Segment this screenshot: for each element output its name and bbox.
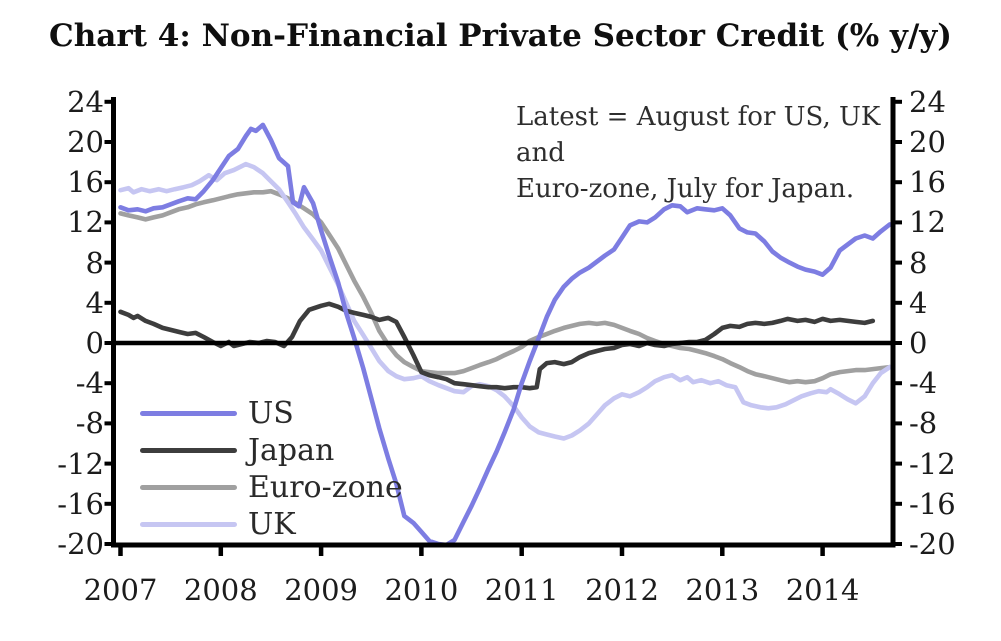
latest-note-line-2: Euro-zone, July for Japan. (516, 174, 855, 204)
x-axis-label-2011: 2011 (484, 573, 559, 607)
y-axis-left-label-4: 4 (85, 285, 104, 320)
y-axis-right-label--8: -8 (909, 406, 938, 441)
y-axis-right-label-0: 0 (909, 326, 928, 360)
y-axis-right-label--20: -20 (909, 527, 956, 561)
legend-item-japan: Japan (140, 432, 403, 469)
y-axis-left-label-16: 16 (67, 165, 104, 200)
y-axis-left-label--8: -8 (75, 406, 104, 441)
series-line-japan (118, 301, 876, 391)
series-line-uk (118, 161, 893, 441)
x-axis-label-2013: 2013 (685, 573, 760, 607)
latest-note: Latest = August for US, UK and Euro-zone… (516, 99, 896, 207)
y-axis-right-label--16: -16 (909, 486, 956, 521)
legend-item-uk: UK (140, 506, 403, 543)
x-axis-label-2010: 2010 (384, 573, 459, 607)
y-axis-left-label-20: 20 (67, 125, 104, 159)
y-axis-right-label-4: 4 (909, 285, 928, 320)
y-axis-right-label--4: -4 (909, 366, 938, 401)
legend-swatch-uk (140, 522, 237, 527)
x-axis-label-2009: 2009 (284, 573, 358, 607)
y-axis-right-label--12: -12 (909, 446, 956, 481)
legend-swatch-japan (140, 448, 237, 453)
x-axis-label-2014: 2014 (785, 573, 860, 607)
legend-swatch-us (140, 411, 237, 416)
y-axis-left-label--4: -4 (75, 366, 104, 401)
legend-label-uk: UK (248, 507, 296, 542)
series-line-us (118, 122, 893, 548)
legend-label-euro-zone: Euro-zone (248, 470, 403, 505)
y-axis-left-label-12: 12 (67, 205, 104, 240)
series-line-euro-zone (118, 188, 893, 385)
chart-title: Chart 4: Non-Financial Private Sector Cr… (49, 18, 952, 54)
latest-note-line-1: Latest = August for US, UK and (516, 102, 881, 168)
legend-item-euro-zone: Euro-zone (140, 469, 403, 506)
y-axis-right-label-12: 12 (909, 205, 946, 240)
x-axis-label-2012: 2012 (585, 573, 659, 607)
y-axis-left-label--16: -16 (57, 486, 104, 521)
legend: US Japan Euro-zone UK (140, 395, 403, 543)
y-axis-right-label-20: 20 (909, 125, 946, 159)
y-axis-left-label-24: 24 (67, 84, 104, 119)
y-axis-left-label-0: 0 (85, 326, 104, 360)
x-axis-label-2008: 2008 (183, 573, 258, 607)
y-axis-left-label--20: -20 (57, 527, 104, 561)
y-axis-right-label-16: 16 (909, 165, 946, 200)
y-axis-right-label-8: 8 (909, 245, 928, 280)
legend-swatch-euro-zone (140, 485, 237, 490)
legend-label-japan: Japan (248, 433, 335, 468)
y-axis-left-label-8: 8 (85, 245, 104, 280)
y-axis-right-label-24: 24 (909, 84, 946, 119)
y-axis-left-label--12: -12 (57, 446, 104, 481)
x-axis-label-2007: 2007 (83, 573, 158, 607)
legend-label-us: US (248, 396, 294, 431)
legend-item-us: US (140, 395, 403, 432)
